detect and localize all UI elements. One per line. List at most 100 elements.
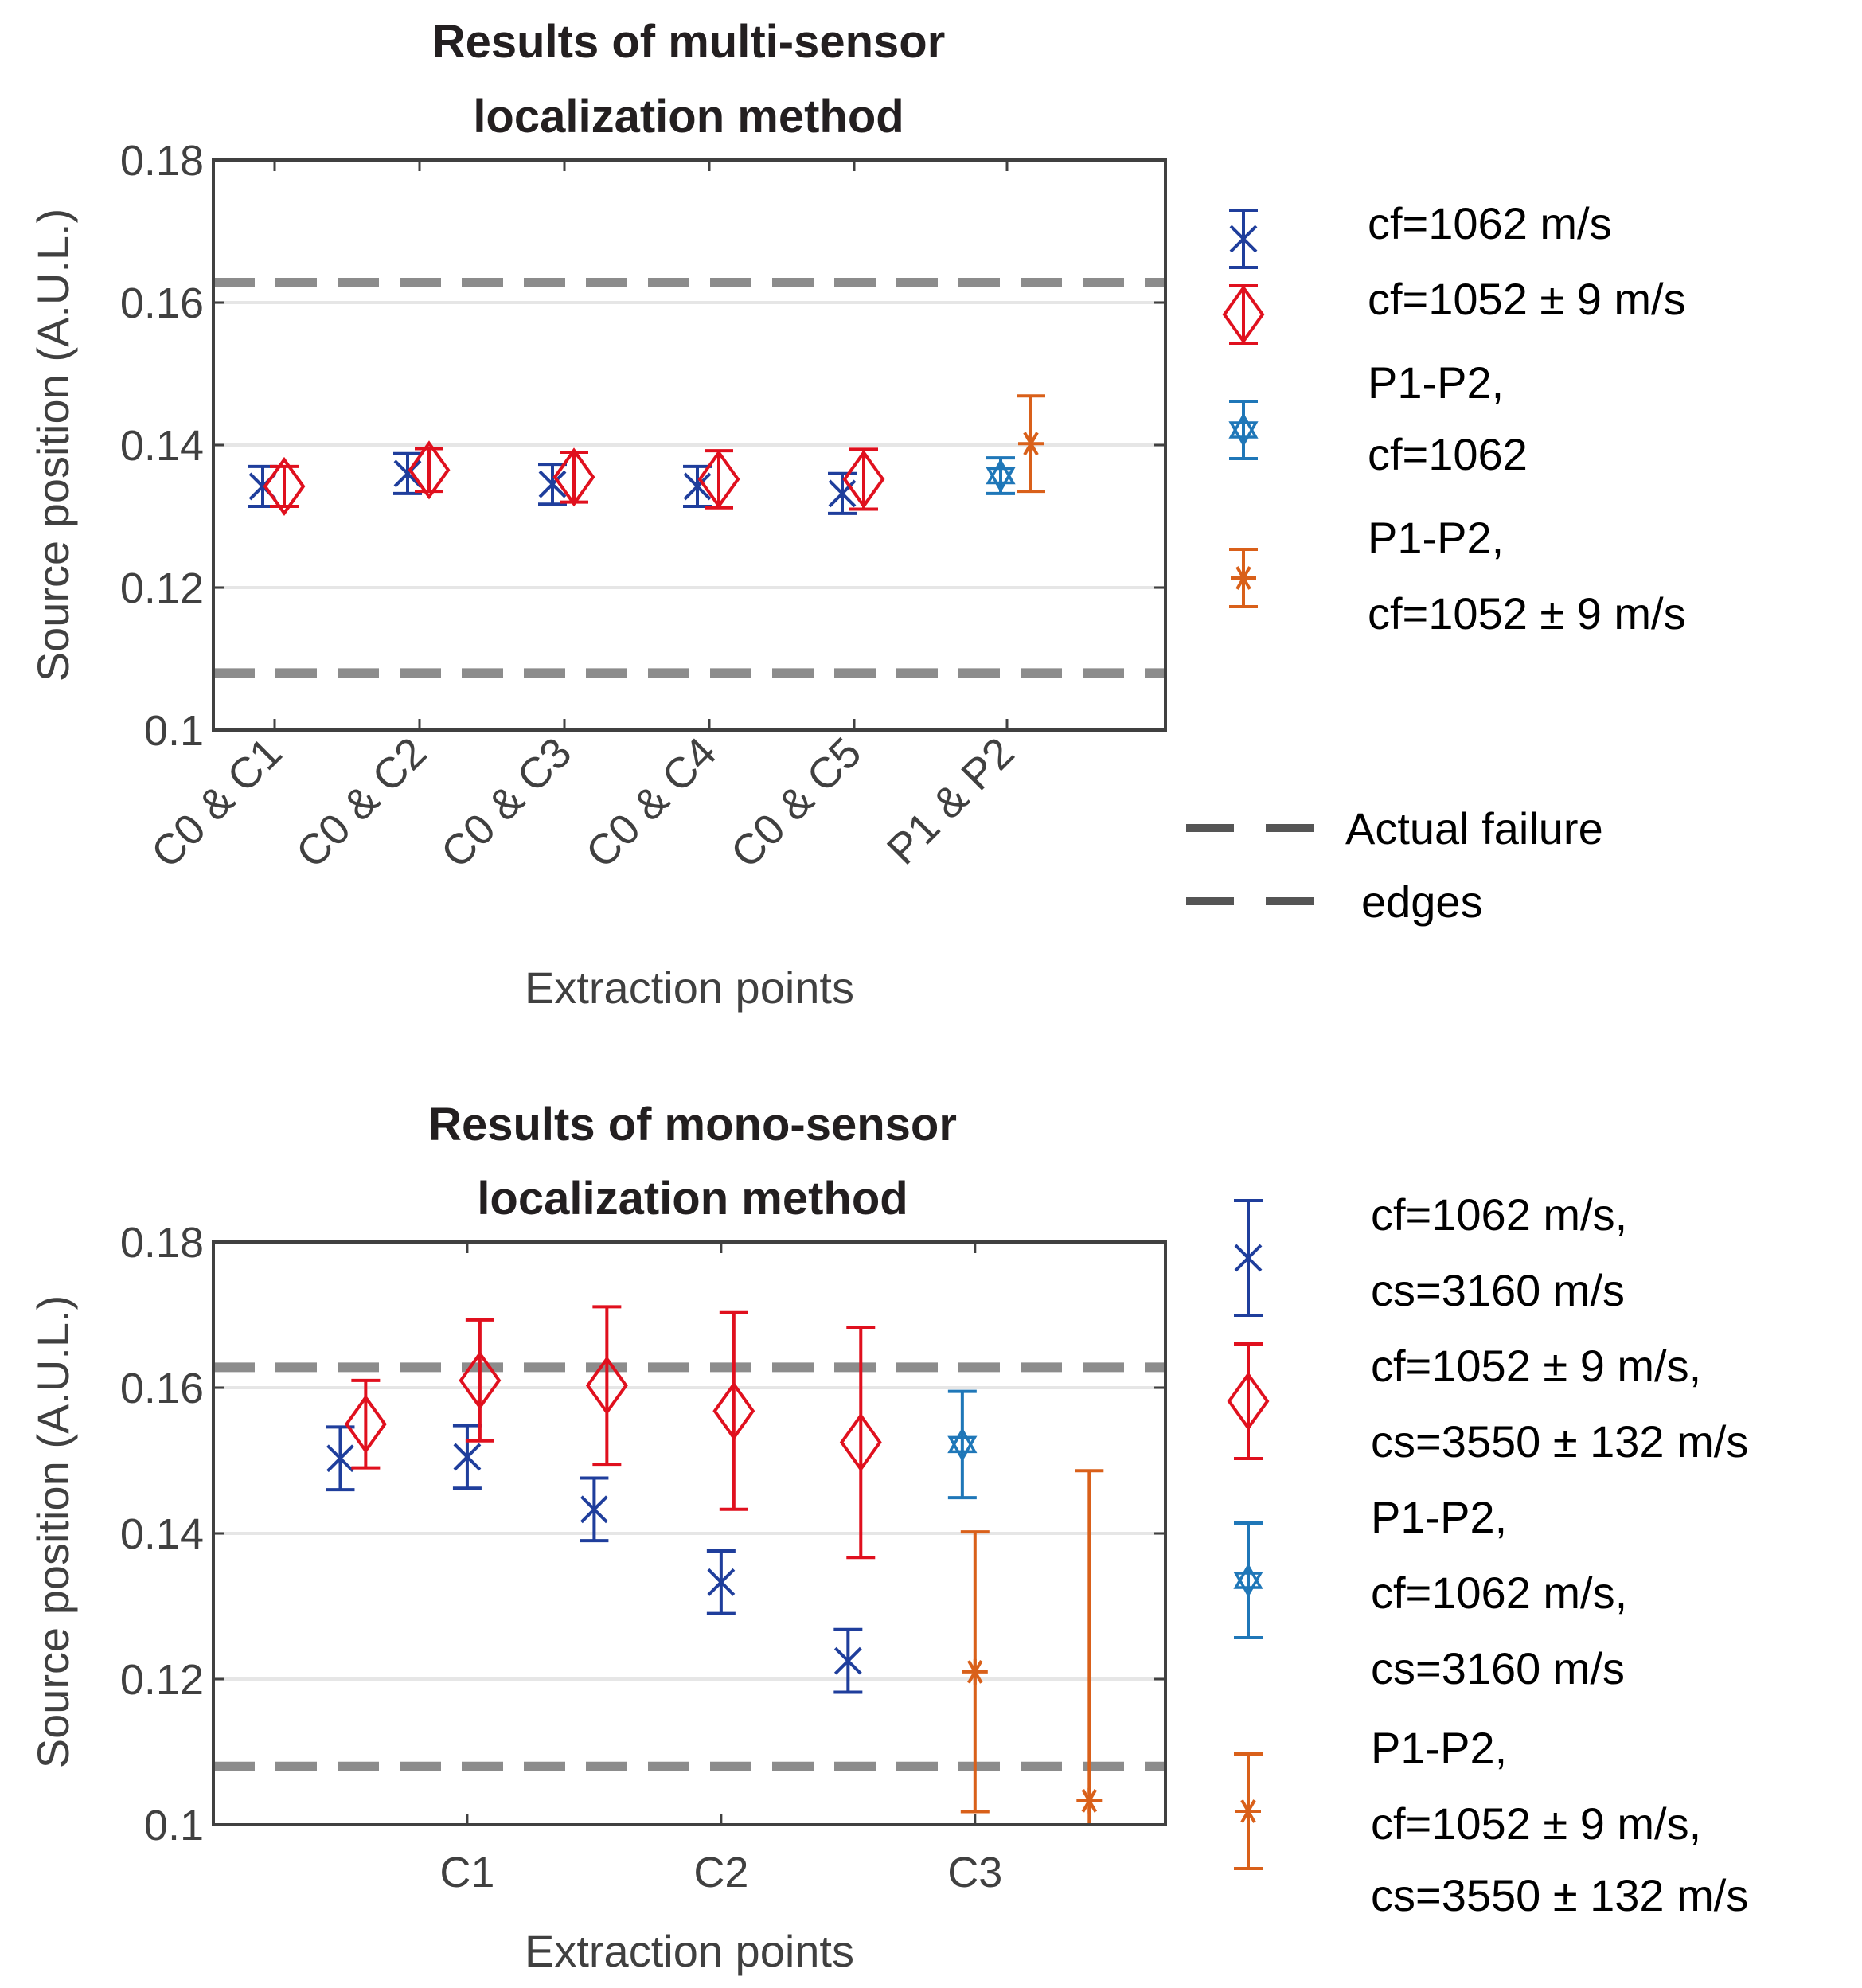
data-point: [585, 1356, 628, 1416]
data-point: [947, 1427, 978, 1462]
error-bar: [592, 1305, 622, 1467]
legend-label: cf=1062: [1368, 429, 1528, 479]
legend-entry: P1-P2, cf=1052 ± 9 m/s, cs=3550 ± 132 m/s: [1234, 1723, 1748, 1920]
error-bar: [270, 464, 299, 508]
data-point: [1076, 1787, 1103, 1814]
legend-label: edges: [1361, 877, 1483, 927]
legend-label: cf=1062 m/s,: [1371, 1189, 1627, 1240]
series-cyan: [947, 1389, 978, 1500]
gridlines: [213, 1386, 1165, 1681]
y-tick-label: 0.16: [120, 279, 204, 327]
y-tick-label: 0.1: [144, 707, 204, 755]
data-point: [580, 1495, 608, 1524]
legend-entry: P1-P2, cf=1062 m/s, cs=3160 m/s: [1233, 1492, 1627, 1693]
y-tick-label: 0.18: [120, 1219, 204, 1267]
data-point: [962, 1658, 988, 1685]
legend-marker: [1229, 225, 1258, 253]
error-bar: [1234, 1342, 1263, 1460]
series-red: [263, 440, 885, 516]
series-blue: [248, 451, 857, 515]
data-point: [263, 456, 306, 516]
legend-label: cs=3550 ± 132 m/s: [1371, 1416, 1748, 1467]
series-orange: [960, 1469, 1104, 1826]
y-tick-label: 0.14: [120, 1510, 204, 1558]
data-point: [1018, 431, 1044, 457]
data-point: [326, 1444, 354, 1473]
legend-label: P1-P2,: [1371, 1723, 1507, 1773]
series-cyan: [986, 456, 1016, 495]
series-blue: [326, 1424, 863, 1694]
data-marks: [326, 1305, 1104, 1826]
data-point: [453, 1443, 482, 1471]
legend: cf=1062 m/s,cs=3160 m/scf=1052 ± 9 m/s,c…: [1227, 1189, 1748, 1920]
chart-title-line-1: Results of multi-sensor: [432, 16, 946, 68]
y-axis-label: Source position (A.U.L.): [28, 1295, 78, 1768]
y-tick-label: 0.12: [120, 1656, 204, 1704]
data-point: [552, 447, 595, 507]
legend-entry: cf=1052 ± 9 m/s, cs=3550 ± 132 m/s: [1227, 1341, 1748, 1467]
x-tick-label: C3: [947, 1849, 1002, 1896]
y-tick-label: 0.18: [120, 137, 204, 185]
y-tick-label: 0.14: [120, 422, 204, 470]
legend-marker: [1227, 1371, 1270, 1431]
legend-label: cf=1062 m/s: [1368, 198, 1612, 248]
legend: cf=1062 m/scf=1052 ± 9 m/sP1-P2,cf=1062P…: [1186, 198, 1686, 927]
legend-entry: cf=1062 m/s, cs=3160 m/s: [1234, 1189, 1627, 1317]
data-point: [828, 479, 857, 508]
legend-label: cf=1052 ± 9 m/s: [1368, 274, 1686, 324]
legend-label: cf=1052 ± 9 m/s,: [1371, 1799, 1701, 1849]
y-axis-ticks: 0.1 0.12 0.14 0.16 0.18: [120, 1219, 1165, 1849]
error-bar: [849, 447, 878, 511]
legend-marker: [1228, 412, 1259, 447]
data-point: [393, 459, 422, 488]
y-axis-ticks: 0.1 0.12 0.14 0.16 0.18: [120, 137, 1165, 755]
legend-entry: cf=1052 ± 9 m/s: [1222, 274, 1686, 345]
error-bar: [465, 1318, 494, 1443]
x-tick-label: C1: [439, 1849, 494, 1896]
legend-marker: [1234, 1244, 1263, 1272]
error-bar: [846, 1326, 876, 1560]
chart-title-line-2: localization method: [477, 1173, 908, 1224]
legend-entry-edges: Actual failure edges: [1186, 803, 1603, 927]
data-point: [842, 449, 885, 510]
panel-mono-sensor: Results of mono-sensor localization meth…: [28, 1099, 1748, 1976]
chart-title-line-1: Results of mono-sensor: [428, 1099, 957, 1150]
legend-label: cf=1052 ± 9 m/s: [1368, 588, 1686, 639]
legend-label: cs=3160 m/s: [1371, 1265, 1625, 1315]
series-orange: [1017, 394, 1045, 494]
legend-label: P1-P2,: [1368, 357, 1504, 408]
data-point: [707, 1568, 736, 1596]
failure-edges: [213, 277, 1165, 678]
x-tick-label: C2: [693, 1849, 748, 1896]
x-axis-label: Extraction points: [525, 963, 854, 1013]
data-point: [833, 1646, 862, 1675]
y-tick-label: 0.12: [120, 564, 204, 612]
legend-entry: P1-P2, cf=1052 ± 9 m/s: [1229, 513, 1686, 639]
y-tick-label: 0.1: [144, 1802, 204, 1849]
legend-label: cs=3160 m/s: [1371, 1643, 1625, 1693]
legend-marker: [1222, 284, 1265, 345]
data-point: [712, 1381, 755, 1441]
legend-label: P1-P2,: [1368, 513, 1504, 563]
error-bar: [719, 1310, 748, 1511]
data-point: [986, 458, 1016, 493]
error-bar: [415, 447, 443, 494]
data-point: [408, 440, 451, 500]
error-bar: [947, 1389, 977, 1500]
data-point: [839, 1412, 882, 1472]
error-bar: [1234, 1521, 1263, 1639]
legend-entry: P1-P2, cf=1062: [1228, 357, 1528, 479]
legend-marker: [1231, 565, 1256, 591]
x-axis-ticks: C1 C2 C3: [439, 1242, 1002, 1896]
legend-label: cf=1052 ± 9 m/s,: [1371, 1341, 1701, 1391]
data-point: [538, 470, 567, 498]
legend-entry: cf=1062 m/s: [1229, 198, 1612, 269]
data-point: [344, 1394, 387, 1454]
series-red: [344, 1305, 882, 1560]
legend-label: cf=1062 m/s,: [1371, 1568, 1627, 1618]
x-axis-label: Extraction points: [525, 1926, 854, 1976]
data-marks: [248, 394, 1045, 516]
legend-marker: [1233, 1563, 1263, 1598]
data-point: [697, 449, 740, 510]
